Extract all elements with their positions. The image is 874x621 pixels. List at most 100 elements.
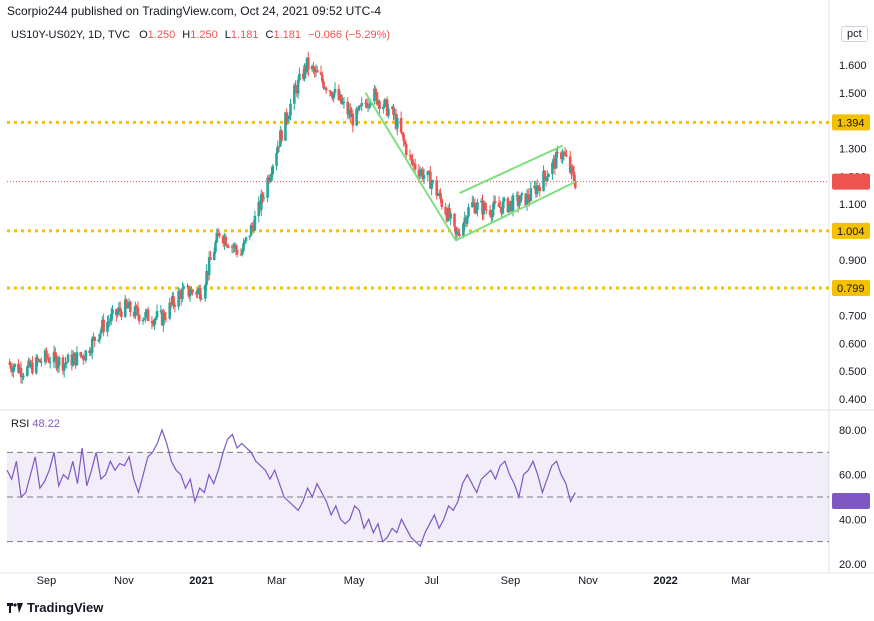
candle-body bbox=[387, 108, 390, 116]
candle-body bbox=[454, 226, 458, 235]
candle-body bbox=[286, 119, 290, 122]
candle-body bbox=[81, 355, 85, 360]
candle-body bbox=[54, 351, 57, 356]
candle-body bbox=[224, 236, 227, 246]
x-tick-label: Nov bbox=[114, 575, 134, 587]
candle-body bbox=[404, 144, 408, 155]
candle-body bbox=[341, 102, 344, 104]
y-tick-label: 1.500 bbox=[839, 88, 867, 100]
candle-body bbox=[342, 101, 346, 103]
candle-body bbox=[181, 288, 184, 300]
candle-body bbox=[289, 103, 292, 116]
rsi-y-tick-label: 20.00 bbox=[839, 559, 867, 571]
candle-body bbox=[396, 118, 399, 129]
candle-body bbox=[198, 288, 202, 299]
trendline bbox=[459, 144, 564, 194]
x-tick-label: Mar bbox=[731, 575, 750, 587]
candle-body bbox=[277, 146, 281, 148]
rsi-y-tick-label: 40.00 bbox=[839, 514, 867, 526]
candle-body bbox=[346, 101, 350, 115]
candle-body bbox=[52, 351, 56, 363]
candle-body bbox=[516, 195, 520, 206]
candle-body bbox=[322, 81, 325, 89]
candle-body bbox=[483, 202, 487, 210]
unit-badge[interactable]: pct bbox=[841, 26, 868, 42]
candle-body bbox=[435, 180, 439, 196]
candle-body bbox=[162, 312, 165, 326]
candle-body bbox=[168, 302, 172, 319]
candle-body bbox=[351, 113, 355, 126]
trendline bbox=[455, 181, 576, 242]
candle-body bbox=[340, 94, 343, 104]
candle-body bbox=[226, 245, 230, 248]
candle-body bbox=[205, 270, 208, 285]
candle-body bbox=[375, 92, 379, 105]
candle-body bbox=[568, 156, 572, 173]
candle-body bbox=[537, 185, 540, 187]
candle-body bbox=[520, 193, 524, 196]
rsi-label: RSI bbox=[11, 418, 30, 430]
candle-body bbox=[471, 202, 474, 208]
candle-body bbox=[518, 202, 521, 206]
candle-body bbox=[266, 177, 269, 198]
candle-body bbox=[102, 319, 105, 332]
candle-body bbox=[31, 362, 34, 374]
candle-body bbox=[45, 350, 48, 358]
candle-body bbox=[154, 317, 158, 320]
candle-body bbox=[106, 322, 109, 332]
candle-body bbox=[385, 99, 389, 116]
y-tick-label: 0.900 bbox=[839, 255, 867, 267]
candle-body bbox=[535, 185, 539, 195]
candle-body bbox=[551, 162, 554, 175]
candle-body bbox=[444, 207, 447, 215]
candle-body bbox=[90, 338, 94, 353]
candle-body bbox=[144, 311, 147, 319]
candle-body bbox=[511, 195, 515, 212]
candle-body bbox=[411, 159, 414, 164]
candle-body bbox=[543, 170, 547, 177]
y-tick-label: 1.100 bbox=[839, 199, 867, 211]
candle-body bbox=[55, 355, 58, 369]
candle-body bbox=[38, 359, 42, 363]
candle-body bbox=[12, 367, 15, 373]
candle-body bbox=[298, 73, 301, 81]
x-tick-label: 2021 bbox=[189, 575, 213, 587]
legend-change: −0.066 (−5.29%) bbox=[308, 29, 391, 41]
candle-body bbox=[75, 352, 79, 366]
y-tick-label: 0.400 bbox=[839, 394, 867, 406]
candle-body bbox=[374, 88, 378, 93]
candle-body bbox=[329, 91, 333, 96]
candle-body bbox=[182, 286, 186, 289]
tradingview-brand[interactable]: TradingView bbox=[7, 600, 103, 615]
candle-body bbox=[240, 251, 244, 255]
level-label: 1.004 bbox=[837, 226, 865, 238]
candle-body bbox=[163, 312, 166, 319]
candle-body bbox=[57, 357, 61, 366]
candle-body bbox=[556, 152, 559, 154]
candle-body bbox=[448, 207, 451, 219]
x-tick-label: Nov bbox=[578, 575, 598, 587]
rsi-y-tick-label: 80.00 bbox=[839, 425, 867, 437]
level-badge bbox=[832, 222, 870, 239]
candle-body bbox=[9, 364, 13, 369]
x-tick-label: 2022 bbox=[653, 575, 677, 587]
candle-body bbox=[431, 180, 435, 183]
candle-body bbox=[332, 92, 336, 99]
x-tick-label: Jul bbox=[425, 575, 439, 587]
candle-body bbox=[359, 105, 362, 107]
candle-body bbox=[143, 318, 146, 320]
candle-body bbox=[62, 363, 66, 371]
candle-body bbox=[243, 240, 247, 244]
x-tick-label: May bbox=[344, 575, 365, 587]
current-price-badge bbox=[832, 173, 870, 190]
candle-body bbox=[392, 106, 395, 115]
candle-body bbox=[262, 197, 266, 199]
candle-body bbox=[315, 70, 319, 73]
candle-body bbox=[488, 210, 492, 216]
candle-body bbox=[462, 223, 465, 236]
candle-body bbox=[20, 376, 24, 378]
y-tick-label: 0.500 bbox=[839, 366, 867, 378]
candle-body bbox=[421, 170, 425, 179]
candle-body bbox=[409, 155, 413, 160]
